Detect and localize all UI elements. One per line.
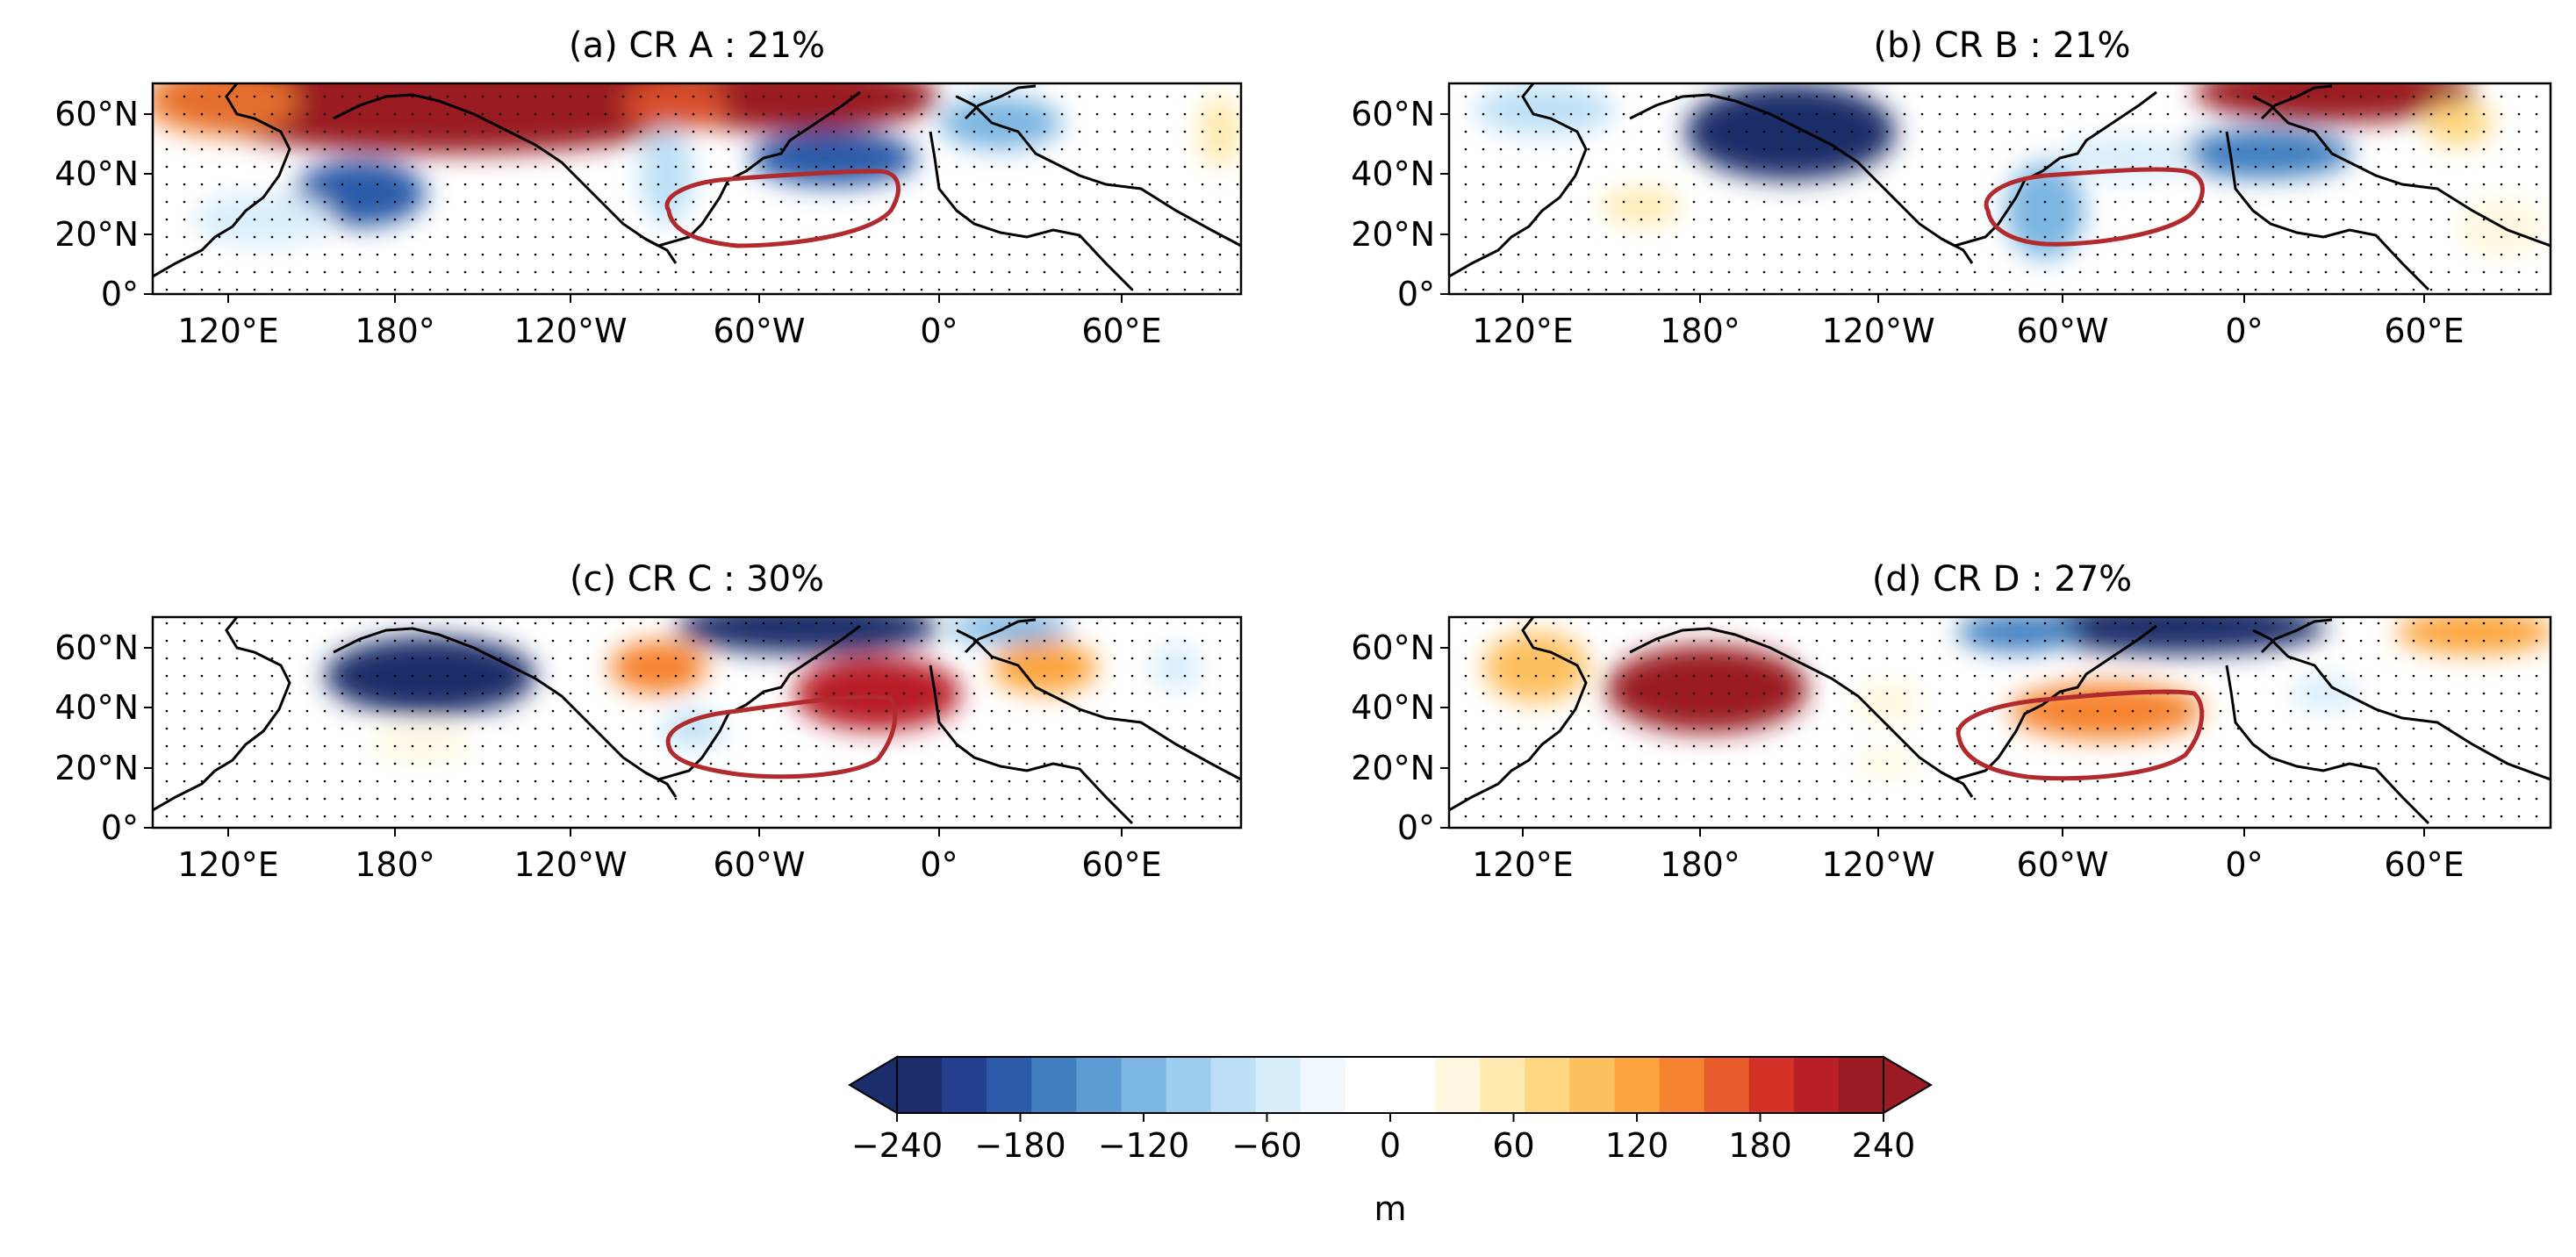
- x-tick-label: 60°W: [714, 845, 806, 884]
- x-tick-label: 0°: [2225, 845, 2263, 884]
- x-tick-label: 120°E: [1472, 312, 1574, 350]
- y-tick-label: 60°N: [1351, 95, 1435, 133]
- colorbar-tick-label: 180: [1728, 1126, 1792, 1165]
- colorbar-swatch: [942, 1057, 987, 1113]
- y-tick-label: 20°N: [1351, 215, 1435, 254]
- panel-d: (d) CR D : 27%: [1351, 559, 2552, 884]
- colorbar-tick-label: 0: [1380, 1126, 1401, 1165]
- x-axis: 120°E 180° 120°W 60°W 0° 60°E: [177, 828, 1162, 884]
- colorbar-swatch: [987, 1057, 1032, 1113]
- colorbar-tick-label: −120: [1098, 1126, 1189, 1165]
- x-tick-label: 120°W: [513, 312, 627, 350]
- x-tick-label: 60°W: [714, 312, 806, 350]
- colorbar-swatch: [1480, 1057, 1525, 1113]
- colorbar-swatch: [1121, 1057, 1167, 1113]
- coastlines: [1449, 83, 2551, 291]
- colorbar-extend-high: [1883, 1055, 1933, 1115]
- panel-title: (c) CR C : 30%: [570, 559, 824, 600]
- x-tick-label: 0°: [920, 845, 958, 884]
- y-tick-label: 60°N: [1351, 628, 1435, 667]
- colorbar-swatch: [1031, 1057, 1077, 1113]
- y-tick-label: 0°: [1397, 808, 1435, 847]
- x-tick-label: 120°E: [177, 845, 279, 884]
- x-axis: 120°E 180° 120°W 60°W 0° 60°E: [177, 294, 1162, 350]
- x-tick-label: 180°: [1660, 312, 1740, 350]
- colorbar-swatches: [897, 1057, 1884, 1113]
- climatology-contour: [1984, 167, 2205, 247]
- colorbar-swatch: [1300, 1057, 1346, 1113]
- colorbar-tick-label: −240: [851, 1126, 943, 1165]
- x-tick-label: 180°: [1660, 845, 1740, 884]
- panel-a: (a) CR A : 21%: [54, 25, 1243, 350]
- x-tick-label: 60°E: [2384, 312, 2464, 350]
- x-tick-label: 60°E: [1081, 845, 1161, 884]
- x-tick-label: 60°W: [2017, 312, 2109, 350]
- colorbar-tick-label: 120: [1605, 1126, 1669, 1165]
- y-tick-label: 60°N: [54, 628, 139, 667]
- y-tick-label: 0°: [101, 275, 139, 313]
- x-tick-label: 120°W: [1821, 312, 1934, 350]
- x-tick-label: 60°E: [1081, 312, 1161, 350]
- colorbar-tick-label: 60: [1492, 1126, 1534, 1165]
- y-tick-label: 0°: [101, 808, 139, 847]
- y-tick-label: 20°N: [1351, 749, 1435, 787]
- y-tick-label: 40°N: [1351, 688, 1435, 727]
- x-tick-label: 60°E: [2384, 845, 2464, 884]
- colorbar-swatch: [1345, 1057, 1391, 1113]
- x-tick-label: 120°E: [1472, 845, 1574, 884]
- colorbar-swatch: [1748, 1057, 1795, 1113]
- climatology-contour: [665, 694, 898, 779]
- x-tick-label: 60°W: [2017, 845, 2109, 884]
- y-tick-label: 60°N: [54, 95, 139, 133]
- x-tick-label: 120°W: [1821, 845, 1934, 884]
- colorbar-swatch: [1525, 1057, 1570, 1113]
- colorbar: −240 −180 −120 −60 0 60 120 180 240 m: [848, 1055, 1933, 1228]
- colorbar-swatch: [897, 1057, 943, 1113]
- y-tick-label: 40°N: [54, 688, 139, 727]
- x-tick-label: 180°: [355, 845, 435, 884]
- colorbar-tick-label: −180: [974, 1126, 1066, 1165]
- y-tick-label: 20°N: [54, 215, 139, 254]
- climatology-contour: [1955, 689, 2205, 781]
- colorbar-swatch: [1704, 1057, 1750, 1113]
- panel-title: (b) CR B : 21%: [1873, 25, 2130, 66]
- x-tick-label: 0°: [920, 312, 958, 350]
- y-axis: 60°N 40°N 20°N 0°: [1351, 628, 1449, 847]
- y-tick-label: 0°: [1397, 275, 1435, 313]
- y-axis: 60°N 40°N 20°N 0°: [1351, 95, 1449, 313]
- colorbar-swatch: [1659, 1057, 1705, 1113]
- x-axis: 120°E 180° 120°W 60°W 0° 60°E: [1472, 828, 2465, 884]
- colorbar-tick-label: −60: [1231, 1126, 1302, 1165]
- panel-title: (a) CR A : 21%: [569, 25, 825, 66]
- panel-b: (b) CR B : 21%: [1351, 25, 2552, 350]
- colorbar-tick-label: 240: [1852, 1126, 1916, 1165]
- x-tick-label: 120°W: [513, 845, 627, 884]
- y-tick-label: 20°N: [54, 749, 139, 787]
- colorbar-label: m: [1374, 1189, 1406, 1228]
- colorbar-swatch: [1614, 1057, 1661, 1113]
- y-axis: 60°N 40°N 20°N 0°: [54, 95, 153, 313]
- colorbar-ticks: −240 −180 −120 −60 0 60 120 180 240: [851, 1113, 1915, 1165]
- y-tick-label: 40°N: [1351, 154, 1435, 193]
- panel-c: (c) CR C : 30%: [54, 559, 1243, 884]
- colorbar-swatch: [1210, 1057, 1257, 1113]
- colorbar-swatch: [1166, 1057, 1212, 1113]
- colorbar-swatch: [1076, 1057, 1123, 1113]
- x-tick-label: 0°: [2225, 312, 2263, 350]
- colorbar-swatch: [1435, 1057, 1481, 1113]
- colorbar-swatch: [1255, 1057, 1302, 1113]
- colorbar-extend-low: [848, 1055, 898, 1115]
- climatology-contour: [664, 169, 901, 248]
- colorbar-swatch: [1793, 1057, 1840, 1113]
- x-tick-label: 120°E: [177, 312, 279, 350]
- colorbar-swatch: [1390, 1057, 1436, 1113]
- y-tick-label: 40°N: [54, 154, 139, 193]
- colorbar-swatch: [1569, 1057, 1616, 1113]
- x-tick-label: 180°: [355, 312, 435, 350]
- colorbar-swatch: [1838, 1057, 1884, 1113]
- panel-title: (d) CR D : 27%: [1872, 559, 2132, 600]
- x-axis: 120°E 180° 120°W 60°W 0° 60°E: [1472, 294, 2465, 350]
- y-axis: 60°N 40°N 20°N 0°: [54, 628, 153, 847]
